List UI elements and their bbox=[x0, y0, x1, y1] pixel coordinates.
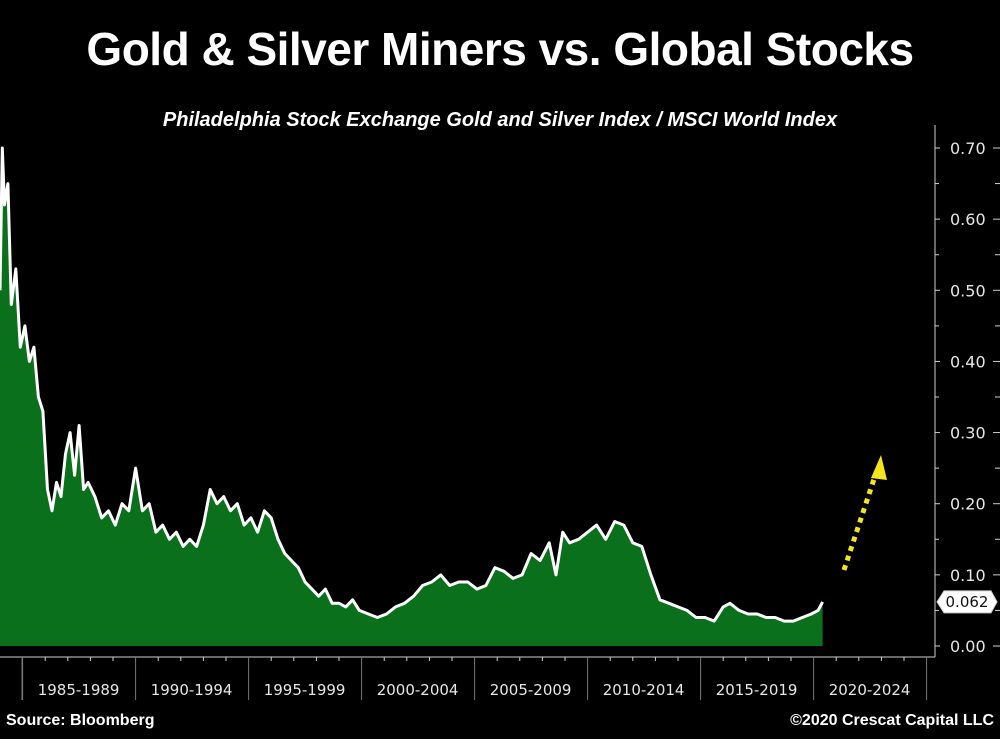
svg-text:0.40: 0.40 bbox=[950, 352, 986, 371]
svg-text:2010-2014: 2010-2014 bbox=[603, 681, 685, 699]
projection-arrow-icon bbox=[841, 455, 887, 571]
svg-text:2000-2004: 2000-2004 bbox=[377, 681, 459, 699]
source-note: Source: Bloomberg bbox=[6, 712, 155, 729]
chart-title: Gold & Silver Miners vs. Global Stocks bbox=[86, 23, 914, 75]
svg-text:2005-2009: 2005-2009 bbox=[490, 681, 572, 699]
last-value-badge: 0.062 bbox=[936, 590, 998, 614]
x-axis: 1985-1989 1990-1994 1995-1999 2000-2004 2005… bbox=[0, 656, 935, 700]
svg-text:1985-1989: 1985-1989 bbox=[38, 681, 120, 699]
y-axis: 0.70 0.60 0.50 0.40 0.30 0.20 0.10 0.00 bbox=[934, 125, 1000, 657]
svg-text:2015-2019: 2015-2019 bbox=[716, 681, 798, 699]
area-series bbox=[0, 146, 824, 646]
svg-text:0.10: 0.10 bbox=[950, 566, 986, 585]
svg-text:1990-1994: 1990-1994 bbox=[151, 681, 233, 699]
svg-text:0.00: 0.00 bbox=[950, 637, 986, 656]
chart-subtitle: Philadelphia Stock Exchange Gold and Sil… bbox=[162, 109, 838, 131]
svg-text:1995-1999: 1995-1999 bbox=[264, 681, 346, 699]
svg-text:0.70: 0.70 bbox=[950, 139, 986, 158]
svg-text:0.50: 0.50 bbox=[950, 281, 986, 300]
copyright-note: ©2020 Crescat Capital LLC bbox=[790, 712, 994, 729]
svg-text:0.062: 0.062 bbox=[946, 593, 989, 611]
svg-text:0.60: 0.60 bbox=[950, 210, 986, 229]
svg-text:0.20: 0.20 bbox=[950, 495, 986, 514]
svg-text:0.30: 0.30 bbox=[950, 424, 986, 443]
svg-text:2020-2024: 2020-2024 bbox=[829, 681, 911, 699]
